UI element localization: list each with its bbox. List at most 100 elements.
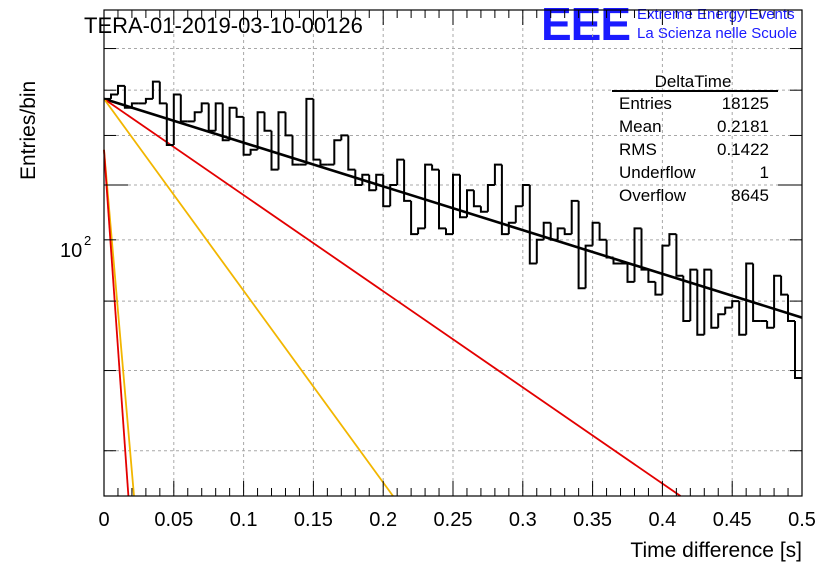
histogram-bin — [452, 173, 460, 235]
histogram-bin — [333, 139, 342, 165]
histogram-bin — [682, 275, 691, 322]
histogram-bin — [389, 184, 398, 207]
x-tick-label: 0.25 — [434, 509, 473, 531]
stats-value-rms: 0.1422 — [717, 140, 769, 159]
histogram-bin — [794, 321, 802, 379]
histogram-bin — [689, 268, 698, 321]
histogram-bin — [249, 148, 258, 155]
histogram-bin — [193, 111, 202, 122]
histogram-bin — [235, 107, 244, 118]
histogram-bin — [724, 306, 733, 315]
histogram-bin — [110, 93, 118, 99]
histogram-bin — [675, 234, 684, 277]
histogram-bin — [605, 239, 614, 259]
histogram-bin — [598, 222, 607, 241]
histogram-bin — [123, 85, 132, 109]
histogram-bin — [647, 269, 656, 283]
x-tick-label: 0.05 — [154, 509, 193, 531]
histogram-bin — [382, 174, 391, 208]
histogram-bin — [270, 130, 279, 171]
histogram-bin — [710, 269, 719, 329]
stats-label-overflow: Overflow — [619, 186, 687, 205]
histogram-bin — [165, 103, 174, 146]
stats-label-underflow: Underflow — [619, 163, 696, 182]
histogram-bin — [521, 184, 530, 207]
histogram-bin — [591, 221, 600, 246]
histogram-bin — [787, 294, 795, 322]
histogram-bin — [417, 227, 426, 235]
histogram-bin — [445, 228, 453, 236]
chart-title: TERA-01-2019-03-10-00126 — [84, 13, 363, 38]
histogram-bin — [738, 301, 747, 336]
histogram-bin — [291, 135, 300, 166]
histogram-bin — [577, 200, 586, 290]
x-tick-label: 0.2 — [369, 509, 397, 531]
histogram-bin — [403, 159, 412, 202]
histogram-bin — [703, 268, 712, 335]
y-tick-exponent: 2 — [84, 233, 91, 248]
histogram-bin — [696, 269, 705, 336]
stats-label-rms: RMS — [619, 140, 657, 159]
histogram-bin — [312, 98, 321, 161]
stats-label-mean: Mean — [619, 117, 662, 136]
histogram-bin — [661, 244, 670, 295]
fit-curve — [103, 149, 135, 497]
histogram-bin — [584, 244, 593, 289]
histogram-bin — [640, 228, 649, 271]
histogram-bin — [207, 103, 216, 132]
x-tick-label: 0 — [98, 509, 109, 531]
histogram-bin — [633, 227, 642, 282]
x-axis-label: Time difference [s] — [630, 539, 802, 562]
histogram-bin — [556, 227, 565, 240]
eee-logo-mark: EEE — [541, 0, 630, 50]
x-tick-label: 0.15 — [294, 509, 333, 531]
histogram-bin — [717, 313, 726, 328]
histogram-bin — [570, 199, 579, 235]
x-tick-label: 0.5 — [788, 509, 816, 531]
histogram-bin — [466, 189, 474, 218]
logo-line-1: Extreme Energy Events — [637, 6, 795, 23]
histogram-bin — [535, 238, 544, 264]
stats-label-entries: Entries — [619, 94, 672, 113]
histogram-bin — [158, 81, 167, 105]
histogram-bin — [305, 97, 314, 165]
histogram-bin — [375, 173, 384, 191]
stats-value-overflow: 8645 — [731, 186, 769, 205]
histogram-bin — [410, 200, 419, 236]
histogram-bin — [144, 97, 153, 104]
histogram-bin — [745, 262, 754, 335]
histogram-bin — [200, 102, 209, 113]
histogram-bin — [431, 164, 439, 171]
histogram-bin — [438, 169, 446, 230]
histogram-bin — [242, 116, 251, 156]
histogram-bin — [459, 174, 467, 219]
logo-line-2: La Scienza nelle Scuole — [637, 25, 797, 42]
histogram-bin — [284, 112, 293, 137]
x-tick-label: 0.4 — [648, 509, 676, 531]
stats-title: DeltaTime — [655, 72, 732, 91]
histogram-bin — [549, 222, 558, 241]
stats-value-entries: 18125 — [722, 94, 769, 113]
histogram-bin — [263, 112, 272, 132]
fit-curve — [103, 149, 130, 497]
histogram-bin — [340, 134, 349, 141]
histogram-bin — [493, 163, 502, 185]
histogram-bin — [654, 281, 663, 296]
x-tick-label: 0.1 — [230, 509, 258, 531]
histogram-bin — [117, 84, 125, 95]
stats-value-underflow: 1 — [760, 163, 769, 182]
histogram-bin — [542, 221, 551, 240]
histogram-bin — [479, 206, 488, 213]
x-tick-label: 0.3 — [509, 509, 537, 531]
histogram-bin — [228, 106, 237, 141]
histogram-bin — [221, 103, 230, 142]
histogram-bin — [507, 221, 516, 235]
histogram-bin — [151, 80, 160, 99]
histogram-bin — [277, 111, 286, 170]
stats-value-mean: 0.2181 — [717, 117, 769, 136]
histogram-bin — [500, 164, 509, 236]
x-tick-label: 0.45 — [713, 509, 752, 531]
histogram-bin — [424, 163, 433, 229]
histogram-bin — [563, 228, 572, 236]
